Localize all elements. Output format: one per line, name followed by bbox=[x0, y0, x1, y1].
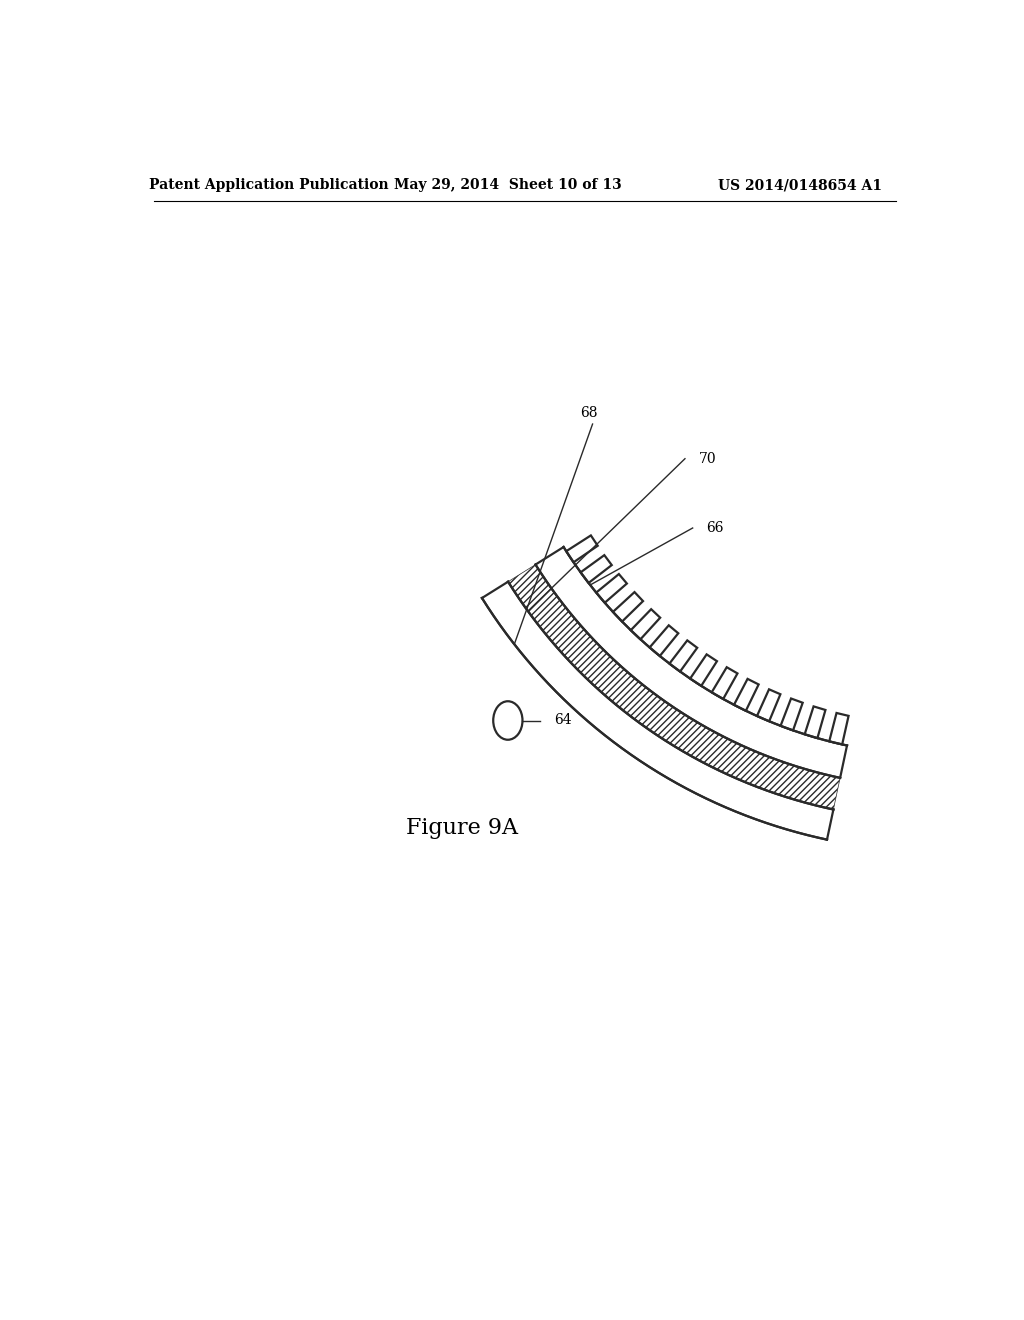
Text: 64: 64 bbox=[554, 714, 571, 727]
Text: Figure 9A: Figure 9A bbox=[406, 817, 518, 840]
Polygon shape bbox=[670, 640, 697, 672]
Polygon shape bbox=[613, 593, 643, 622]
Text: 70: 70 bbox=[698, 451, 717, 466]
Polygon shape bbox=[690, 655, 717, 686]
Polygon shape bbox=[734, 678, 759, 710]
Text: Patent Application Publication: Patent Application Publication bbox=[150, 178, 389, 193]
Polygon shape bbox=[757, 689, 780, 721]
Polygon shape bbox=[780, 698, 803, 730]
Polygon shape bbox=[631, 610, 660, 639]
Polygon shape bbox=[536, 546, 847, 777]
Polygon shape bbox=[482, 582, 834, 840]
Polygon shape bbox=[508, 565, 840, 809]
Text: May 29, 2014  Sheet 10 of 13: May 29, 2014 Sheet 10 of 13 bbox=[394, 178, 622, 193]
Polygon shape bbox=[566, 536, 598, 562]
Polygon shape bbox=[596, 574, 627, 603]
Ellipse shape bbox=[494, 701, 522, 739]
Text: 68: 68 bbox=[580, 407, 597, 420]
Polygon shape bbox=[581, 556, 611, 583]
Text: US 2014/0148654 A1: US 2014/0148654 A1 bbox=[719, 178, 883, 193]
Polygon shape bbox=[829, 713, 849, 744]
Text: 66: 66 bbox=[707, 521, 724, 535]
Polygon shape bbox=[805, 706, 825, 738]
Polygon shape bbox=[712, 667, 737, 700]
Polygon shape bbox=[649, 626, 678, 656]
